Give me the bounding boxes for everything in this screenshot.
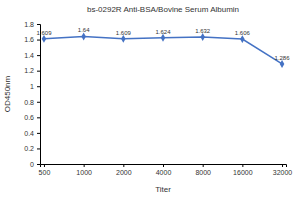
data-label: 1.64 [78, 27, 90, 33]
x-tick-label: 500 [39, 169, 51, 176]
y-tick-mark [37, 24, 40, 25]
data-label: 1.606 [235, 30, 251, 36]
y-tick-mark [37, 148, 40, 149]
y-tick-label: 1.6 [24, 36, 34, 43]
data-label: 1.609 [116, 30, 132, 36]
y-tick-mark [37, 164, 40, 165]
y-axis-line [37, 25, 41, 165]
x-tick: 4000 [156, 164, 172, 176]
series [42, 32, 285, 67]
y-tick: 0.8 [24, 99, 40, 106]
x-tick-mark [84, 164, 85, 167]
y-tick-label: 0.8 [24, 99, 34, 106]
title: bs-0292R Anti-BSA/Bovine Serum Albumin [87, 5, 239, 14]
marker [121, 35, 126, 43]
x-tick-label: 2000 [116, 169, 132, 176]
x-tick-label: 32000 [273, 169, 293, 176]
y-tick-mark [37, 55, 40, 56]
x-tick-label: 1000 [76, 169, 92, 176]
x-tick: 1000 [76, 164, 92, 176]
x-axis-title: Titer [155, 185, 171, 194]
y-tick-label: 1 [30, 83, 34, 90]
x-tick-mark [203, 164, 204, 167]
marker [240, 35, 245, 43]
y-tick-label: 1.8 [24, 21, 34, 28]
x-tick-label: 4000 [156, 169, 172, 176]
x-tick-mark [44, 164, 45, 167]
y-tick: 0.2 [24, 145, 40, 152]
y-tick: 1.8 [24, 21, 40, 28]
x-tick-mark [123, 164, 124, 167]
x-tick: 16000 [233, 164, 253, 176]
x-tick: 32000 [273, 164, 293, 176]
y-tick-mark [37, 117, 40, 118]
data-label: 1.286 [275, 55, 291, 61]
marker [200, 33, 205, 41]
x-tick-label: 16000 [233, 169, 253, 176]
chart: 0 0.2 0.4 0.6 0.8 1 1.2 1.4 1.6 1.8 500 1000 2000 400… [0, 0, 300, 200]
y-tick: 1.2 [24, 67, 40, 74]
y-tick-label: 0.6 [24, 114, 34, 121]
x-axis: 500 1000 2000 4000 8000 16000 32000 [39, 164, 293, 176]
x-tick-label: 8000 [195, 169, 211, 176]
y-tick: 1 [30, 83, 40, 90]
x-tick-mark [242, 164, 243, 167]
marker [42, 35, 47, 43]
y-axis: 0 0.2 0.4 0.6 0.8 1 1.2 1.4 1.6 1.8 [24, 21, 40, 168]
y-tick-label: 1.4 [24, 52, 34, 59]
marker [161, 34, 166, 42]
x-tick: 2000 [116, 164, 132, 176]
x-tick: 500 [39, 164, 51, 176]
x-tick-mark [163, 164, 164, 167]
y-tick-mark [37, 133, 40, 134]
y-tick: 0.6 [24, 114, 40, 121]
y-tick: 0 [30, 161, 40, 168]
marker [81, 32, 86, 40]
y-tick-mark [37, 86, 40, 87]
y-tick: 1.6 [24, 36, 40, 43]
y-tick-label: 0.4 [24, 130, 34, 137]
y-tick-label: 1.2 [24, 67, 34, 74]
x-tick: 8000 [195, 164, 211, 176]
data-labels: 1.609 1.64 1.609 1.624 1.632 1.606 1.286 [36, 27, 290, 61]
y-tick-mark [37, 71, 40, 72]
y-tick-mark [37, 102, 40, 103]
x-axis-line [41, 165, 287, 168]
y-tick-label: 0.2 [24, 145, 34, 152]
x-tick-mark [282, 164, 283, 167]
data-label: 1.632 [195, 28, 211, 34]
data-label: 1.624 [155, 29, 171, 35]
y-tick-label: 0 [30, 161, 34, 168]
y-tick: 1.4 [24, 52, 40, 59]
marker [280, 60, 285, 68]
data-label: 1.609 [36, 30, 52, 36]
y-tick: 0.4 [24, 130, 40, 137]
plot: 0 0.2 0.4 0.6 0.8 1 1.2 1.4 1.6 1.8 500 1000 2000 400… [24, 21, 292, 176]
y-axis-title: OD450nm [3, 75, 12, 112]
y-tick-mark [37, 40, 40, 41]
